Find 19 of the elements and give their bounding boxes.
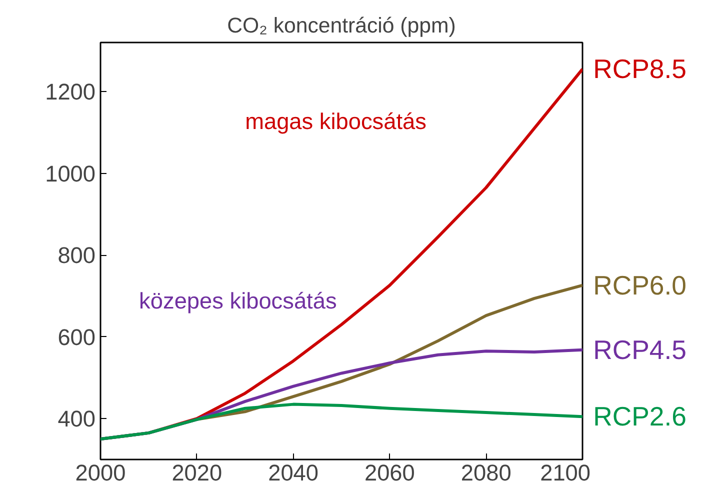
x-tick-label: 2040 [268,460,319,486]
y-tick-label: 1200 [45,78,96,105]
series-label: RCP6.0 [593,270,686,300]
y-tick-label: 800 [58,242,96,268]
x-tick-label: 2020 [172,460,222,486]
x-tick-label: 2000 [75,460,126,486]
series-label: RCP2.6 [593,402,686,432]
x-tick-label: 2100 [540,460,591,486]
series-label: RCP8.5 [593,54,686,84]
line-series [100,402,582,441]
chart-title: CO₂ koncentráció (ppm) [227,14,456,38]
annotation: közepes kibocsátás [139,288,337,314]
annotation: magas kibocsátás [245,108,426,134]
y-tick-label: 1000 [45,160,96,186]
y-tick-label: 600 [58,324,96,350]
x-tick-label: 2060 [364,460,415,486]
x-tick-label: 2080 [460,460,512,486]
y-tick-label: 400 [58,406,96,432]
series-label: RCP4.5 [593,334,686,365]
